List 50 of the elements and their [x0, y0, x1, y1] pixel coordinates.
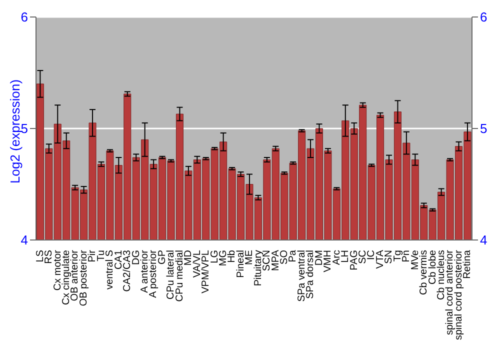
- x-tick-label: A anterior: [140, 249, 150, 293]
- x-tick-label: Pa: [288, 250, 299, 262]
- x-tick-label: ME: [244, 250, 256, 265]
- x-tick-label: OB anterior: [70, 249, 81, 302]
- x-tick-label: CA1: [113, 250, 124, 270]
- x-tick-label: MVe: [410, 250, 421, 270]
- x-tick-label: Arc: [331, 250, 342, 265]
- x-tick-label: Pituitary: [252, 250, 264, 286]
- x-tick-label: LH: [340, 250, 352, 263]
- x-tick-label: SCN: [262, 250, 273, 272]
- x-tick-label: A posterior: [148, 249, 160, 298]
- x-tick-label: SN: [384, 250, 395, 264]
- x-tick-label: VMH: [322, 250, 334, 272]
- x-tick-label: DM: [314, 250, 325, 266]
- y2-tick-label: 4: [480, 232, 488, 248]
- x-tick-label: Hb: [226, 250, 238, 263]
- y2-tick-label: 6: [480, 10, 488, 25]
- x-tick-label: VTA: [374, 250, 386, 269]
- x-tick-label: Cb nucleus: [436, 250, 447, 300]
- x-tick-label: IC: [366, 250, 378, 260]
- x-tick-label: CPu medial: [174, 250, 186, 302]
- x-tick-label: MG: [218, 250, 229, 266]
- x-tick-label: OB posterior: [78, 249, 90, 306]
- x-tick-label: Pn: [401, 250, 412, 262]
- x-tick-label: ventral S: [104, 250, 116, 290]
- x-tick-label: LS: [34, 250, 46, 262]
- x-tick-label: Retina: [462, 250, 474, 279]
- x-tick-label: Pir: [87, 249, 98, 262]
- x-tick-label: Cb lobe: [427, 250, 438, 284]
- y-tick-label: 4: [20, 232, 28, 248]
- x-tick-label: SC: [358, 250, 368, 264]
- x-tick-label: VPM/VPL: [200, 250, 212, 294]
- x-tick-label: Tu: [96, 250, 107, 262]
- x-tick-label: SPa ventral: [296, 250, 308, 302]
- x-tick-label: GP: [156, 250, 168, 264]
- y-axis-title: Log2 (expression): [8, 79, 23, 184]
- x-tick-label: LG: [209, 250, 220, 264]
- x-tick-label: CA2/CA3: [122, 250, 134, 292]
- x-tick-label: Tg: [392, 250, 404, 262]
- x-tick-label: Pineal: [235, 250, 246, 278]
- x-tick-label: spinal cord anterior: [444, 249, 456, 336]
- x-tick-label: DG: [130, 250, 142, 265]
- y-tick-label: 5: [20, 121, 28, 136]
- x-tick-label: RS: [44, 250, 55, 264]
- x-tick-label: SPa dorsal: [305, 250, 316, 299]
- x-tick-label: PAG: [348, 250, 360, 270]
- x-tick-label: MPA: [270, 250, 282, 271]
- y-tick-label: 6: [20, 10, 28, 25]
- x-tick-label: spinal cord posterior: [453, 249, 464, 340]
- y2-tick-label: 5: [480, 121, 488, 136]
